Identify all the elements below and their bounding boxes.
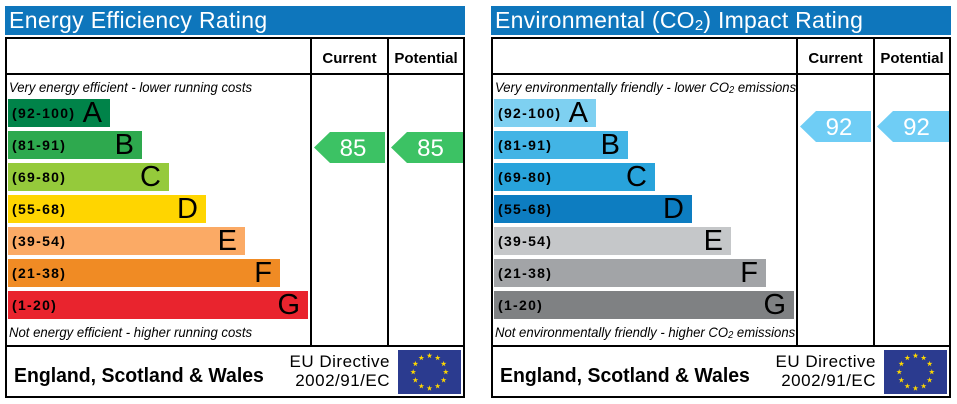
svg-text:85: 85 — [417, 135, 444, 162]
svg-text:92: 92 — [903, 114, 930, 141]
svg-text:92: 92 — [826, 114, 853, 141]
svg-text:85: 85 — [340, 135, 367, 162]
